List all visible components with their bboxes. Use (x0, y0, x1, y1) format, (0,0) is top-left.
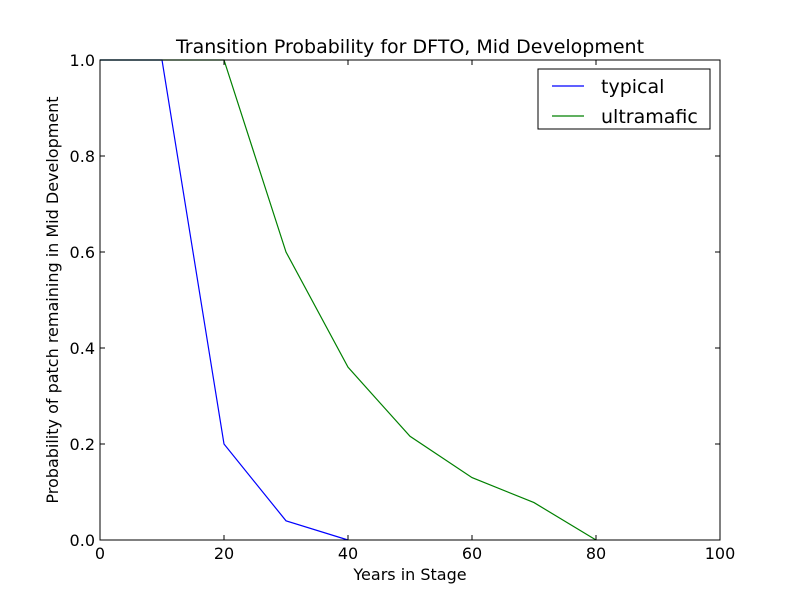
y-axis-title: Probability of patch remaining in Mid De… (43, 96, 62, 503)
x-tick-label: 80 (586, 544, 606, 563)
plot-background (100, 60, 720, 540)
y-tick-label: 0.0 (70, 531, 95, 550)
legend: typical ultramafic (537, 68, 711, 130)
y-axis: 0.0 0.2 0.4 0.6 0.8 1.0 (70, 51, 720, 550)
x-tick-label: 60 (462, 544, 482, 563)
legend-label-ultramafic: ultramafic (601, 106, 698, 128)
x-axis-title: Years in Stage (352, 565, 466, 584)
plot-frame (99, 59, 721, 541)
x-tick-label: 100 (705, 544, 736, 563)
legend-frame (537, 68, 711, 130)
series-line-ultramafic (100, 59, 597, 541)
x-tick-label: 20 (214, 544, 234, 563)
y-tick-label: 0.6 (70, 243, 95, 262)
y-tick-label: 0.2 (70, 435, 95, 454)
x-axis: 0 20 40 60 80 100 (95, 60, 735, 563)
y-tick-label: 1.0 (70, 51, 95, 70)
legend-label-typical: typical (601, 76, 664, 98)
chart-title: Transition Probability for DFTO, Mid Dev… (175, 36, 644, 58)
y-tick-label: 0.8 (70, 147, 95, 166)
x-tick-label: 0 (95, 544, 105, 563)
x-tick-label: 40 (338, 544, 358, 563)
y-tick-label: 0.4 (70, 339, 95, 358)
